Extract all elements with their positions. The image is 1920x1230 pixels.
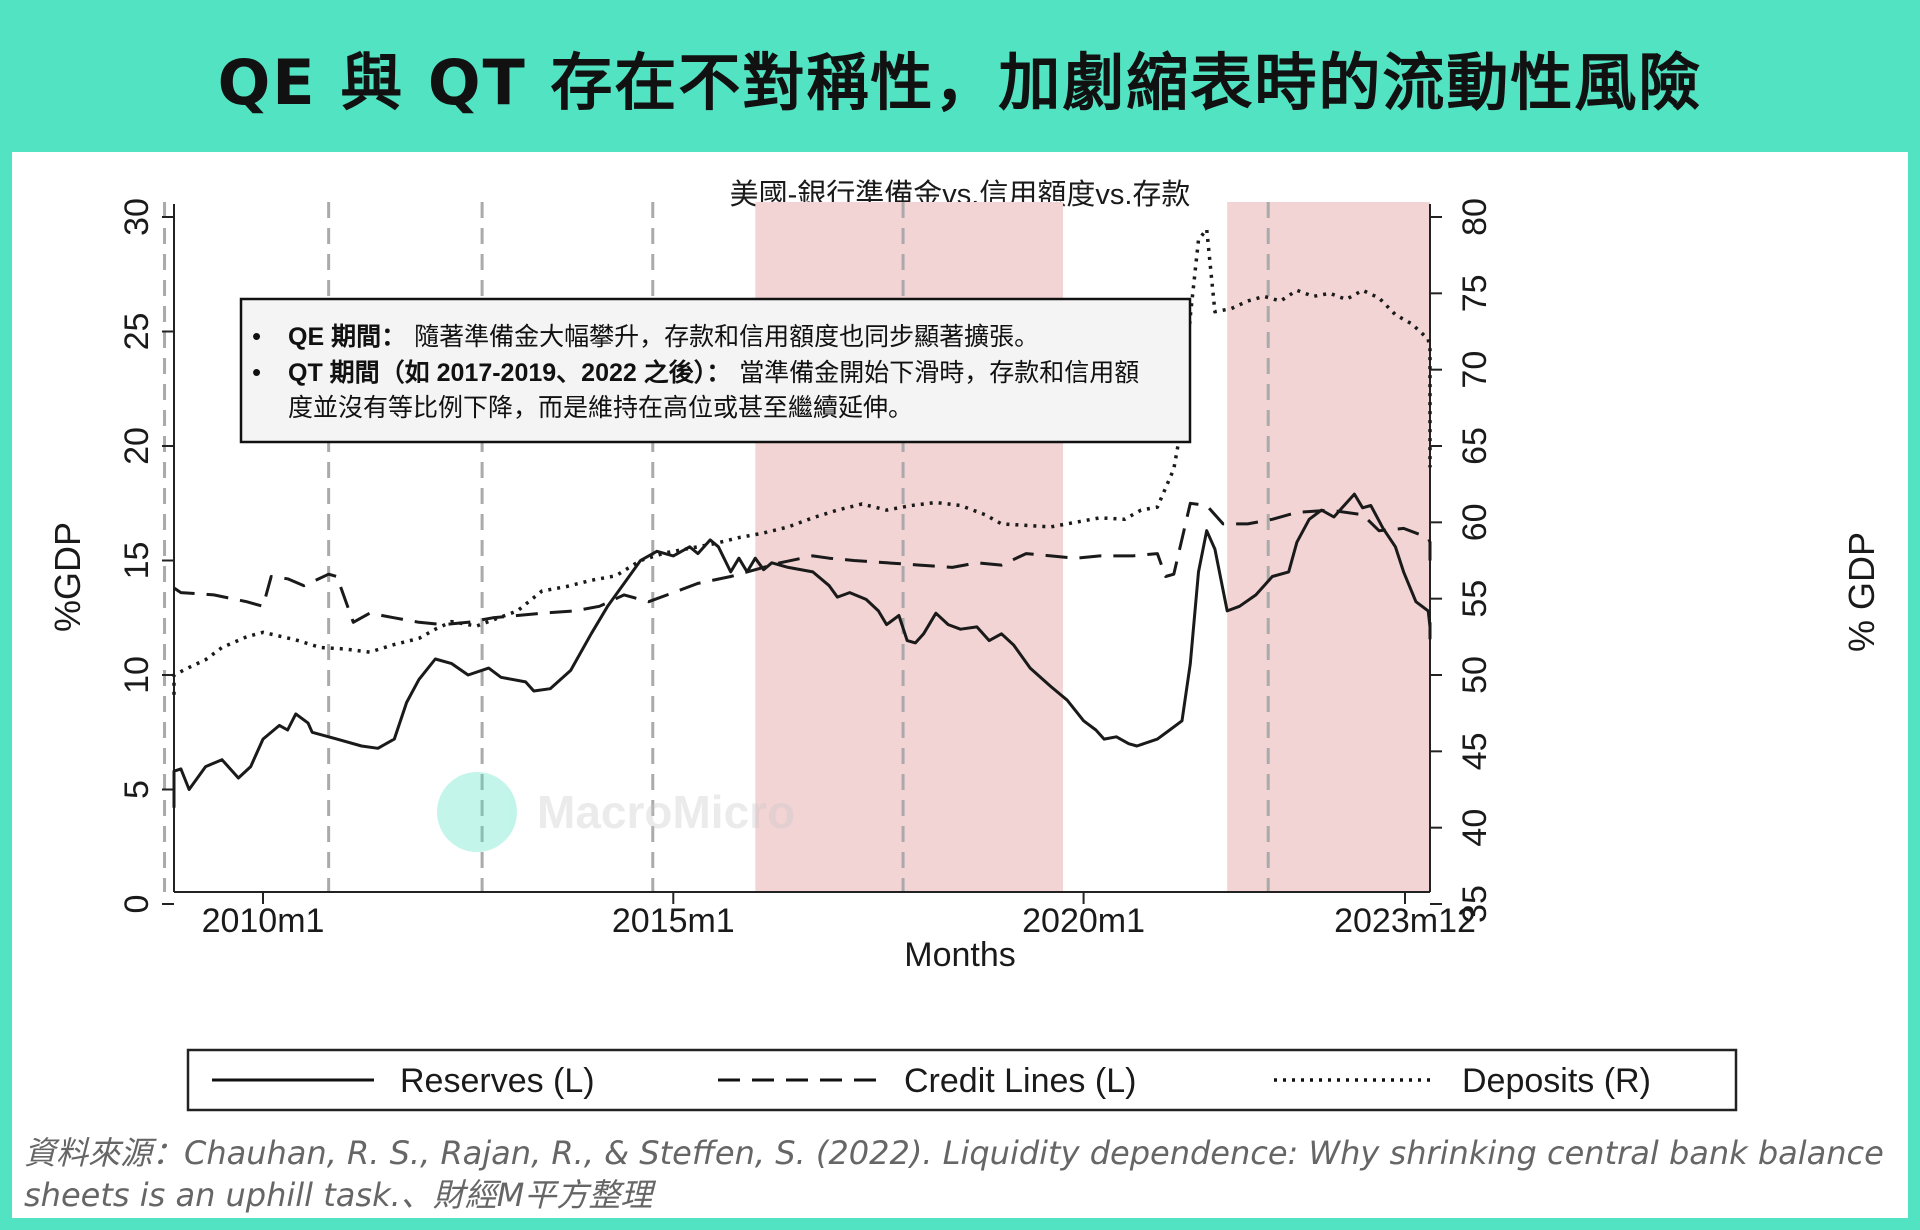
left-tick-label-10: 10 bbox=[118, 656, 156, 694]
legend: Reserves (L) Credit Lines (L) Deposits (R) bbox=[186, 1048, 1738, 1112]
left-tick-label-15: 15 bbox=[118, 542, 156, 580]
x-tick-label-0: 2010m1 bbox=[202, 902, 325, 940]
header-bar: QE 與 QT 存在不對稱性，加劇縮表時的流動性風險 bbox=[4, 4, 1916, 150]
series-line-reserves-l bbox=[172, 492, 1432, 808]
right-tick-label-70: 70 bbox=[1456, 351, 1494, 389]
right-axis-title: % GDP bbox=[1841, 532, 1882, 652]
annotation-bullet-2: • bbox=[252, 357, 261, 387]
annotation-box-bg bbox=[239, 297, 1192, 444]
right-tick-label-65: 65 bbox=[1456, 427, 1494, 465]
right-tick-label-80: 80 bbox=[1456, 198, 1494, 236]
chart-svg: 美國-銀行準備金vs.信用額度vs.存款05101520253035404550… bbox=[47, 178, 1882, 1112]
left-tick-label-30: 30 bbox=[118, 198, 156, 236]
right-tick-label-35: 35 bbox=[1456, 885, 1494, 923]
right-tick-label-75: 75 bbox=[1456, 274, 1494, 312]
annotation-box: • QE 期間： 隨著準備金大幅攀升，存款和信用額度也同步顯著擴張。 • QT 期間（如… bbox=[239, 297, 1192, 444]
right-tick-label-45: 45 bbox=[1456, 732, 1494, 770]
left-tick-label-5: 5 bbox=[118, 780, 156, 799]
annotation-line-2: QT 期間（如 2017-2019、2022 之後）： 當準備金開始下滑時，存款和… bbox=[288, 358, 1139, 387]
watermark-logo-icon bbox=[437, 772, 517, 852]
x-tick-label-1: 2015m1 bbox=[612, 902, 735, 940]
watermark-text: MacroMicro bbox=[537, 786, 795, 838]
left-tick-label-25: 25 bbox=[118, 313, 156, 351]
watermark: MacroMicro bbox=[437, 772, 795, 852]
legend-label-0: Reserves (L) bbox=[400, 1062, 595, 1100]
left-tick-label-20: 20 bbox=[118, 427, 156, 465]
x-tick-label-2: 2020m1 bbox=[1022, 902, 1145, 940]
annotation-line-1: QE 期間： 隨著準備金大幅攀升，存款和信用額度也同步顯著擴張。 bbox=[288, 323, 1039, 351]
legend-label-2: Deposits (R) bbox=[1462, 1062, 1651, 1100]
legend-box bbox=[186, 1048, 1738, 1112]
right-tick-label-60: 60 bbox=[1456, 503, 1494, 541]
series-line-credit-lines-l bbox=[173, 501, 1432, 627]
left-axis-title: %GDP bbox=[47, 522, 88, 632]
right-tick-label-40: 40 bbox=[1456, 809, 1494, 847]
source-note: 資料來源：Chauhan, R. S., Rajan, R., & Steffe… bbox=[24, 1134, 1884, 1214]
legend-label-1: Credit Lines (L) bbox=[904, 1062, 1136, 1100]
x-tick-label-3: 2023m12 bbox=[1334, 902, 1476, 940]
left-tick-label-0: 0 bbox=[118, 895, 156, 914]
annotation-line-3: 度並沒有等比例下降，而是維持在高位或甚至繼續延伸。 bbox=[288, 394, 913, 422]
annotation-bullet-1: • bbox=[252, 321, 261, 351]
shaded-period-1 bbox=[1227, 202, 1430, 892]
right-tick-label-50: 50 bbox=[1456, 656, 1494, 694]
page-title: QE 與 QT 存在不對稱性，加劇縮表時的流動性風險 bbox=[217, 46, 1703, 119]
x-axis-title: Months bbox=[904, 936, 1016, 974]
right-tick-label-55: 55 bbox=[1456, 580, 1494, 618]
series-line-deposits-r bbox=[172, 227, 1432, 695]
chart-panel: 美國-銀行準備金vs.信用額度vs.存款 0 5 10 15 20 25 30 35 40 45 50… bbox=[12, 152, 1908, 1218]
